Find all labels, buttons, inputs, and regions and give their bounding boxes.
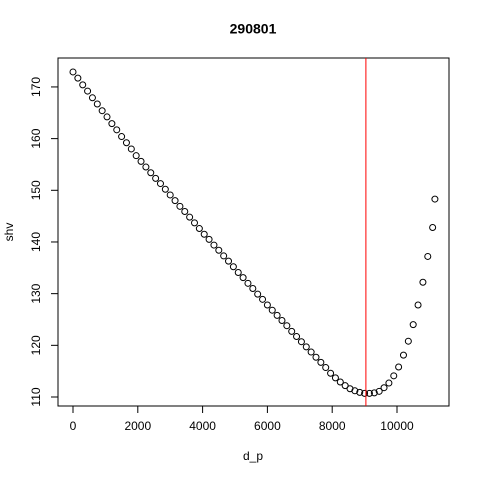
- point: [312, 353, 320, 361]
- point: [322, 364, 330, 372]
- point: [365, 389, 373, 397]
- point: [108, 120, 116, 128]
- point: [351, 387, 359, 395]
- point: [181, 207, 189, 215]
- point: [118, 133, 126, 141]
- point: [259, 295, 267, 303]
- x-axis-label: d_p: [243, 449, 263, 463]
- point: [288, 327, 296, 335]
- y-tick-label: 170: [29, 77, 43, 97]
- point: [424, 252, 432, 260]
- point: [370, 389, 378, 397]
- point: [210, 241, 218, 249]
- point: [336, 378, 344, 386]
- point: [317, 358, 325, 366]
- point: [399, 351, 407, 359]
- point: [229, 263, 237, 271]
- point: [200, 230, 208, 238]
- point: [385, 379, 393, 387]
- x-tick-label: 2000: [124, 419, 151, 433]
- point: [69, 68, 77, 76]
- point: [356, 388, 364, 396]
- point: [127, 145, 135, 153]
- point: [375, 387, 383, 395]
- point: [409, 321, 417, 329]
- y-tick-label: 160: [29, 128, 43, 148]
- point: [297, 338, 305, 346]
- point: [429, 224, 437, 232]
- point: [191, 219, 199, 227]
- point: [278, 317, 286, 325]
- point: [380, 384, 388, 392]
- point: [156, 180, 164, 188]
- point: [431, 195, 439, 203]
- point: [361, 389, 369, 397]
- point: [176, 202, 184, 210]
- point: [234, 268, 242, 276]
- point: [88, 94, 96, 102]
- point: [166, 191, 174, 199]
- point: [395, 363, 403, 371]
- y-axis-label: shv: [2, 223, 16, 242]
- point: [302, 343, 310, 351]
- point: [84, 87, 92, 95]
- x-tick-label: 4000: [189, 419, 216, 433]
- point: [152, 174, 160, 182]
- point: [331, 374, 339, 382]
- x-tick-label: 10000: [380, 419, 414, 433]
- point: [307, 348, 315, 356]
- plot-box: [57, 57, 450, 407]
- point: [132, 152, 140, 160]
- x-tick-label: 8000: [319, 419, 346, 433]
- point: [404, 337, 412, 345]
- point: [390, 372, 398, 380]
- point: [414, 301, 422, 309]
- point: [215, 246, 223, 254]
- y-tick-label: 120: [29, 335, 43, 355]
- y-tick-label: 140: [29, 232, 43, 252]
- point: [220, 252, 228, 260]
- point: [171, 197, 179, 205]
- point: [341, 382, 349, 390]
- point: [79, 81, 87, 89]
- point: [268, 306, 276, 314]
- point: [137, 157, 145, 165]
- point: [147, 169, 155, 177]
- x-tick-label: 6000: [254, 419, 281, 433]
- point: [186, 213, 194, 221]
- point: [263, 301, 271, 309]
- point: [283, 322, 291, 330]
- point: [103, 113, 111, 121]
- y-tick-label: 130: [29, 283, 43, 303]
- point: [195, 225, 203, 233]
- point: [225, 257, 233, 265]
- point: [254, 290, 262, 298]
- point: [142, 163, 150, 171]
- y-tick-label: 110: [29, 387, 43, 406]
- point: [74, 74, 82, 82]
- point: [239, 274, 247, 282]
- point: [273, 311, 281, 319]
- x-tick-label: 0: [70, 419, 77, 433]
- point: [93, 100, 101, 108]
- y-tick-label: 150: [29, 180, 43, 200]
- point: [244, 279, 252, 287]
- point: [419, 278, 427, 286]
- point: [327, 369, 335, 377]
- point: [161, 185, 169, 193]
- point: [113, 126, 121, 134]
- point: [249, 284, 257, 292]
- point: [122, 139, 130, 147]
- point: [205, 235, 213, 243]
- chart-title: 290801: [230, 21, 277, 37]
- point: [98, 107, 106, 115]
- point: [293, 333, 301, 341]
